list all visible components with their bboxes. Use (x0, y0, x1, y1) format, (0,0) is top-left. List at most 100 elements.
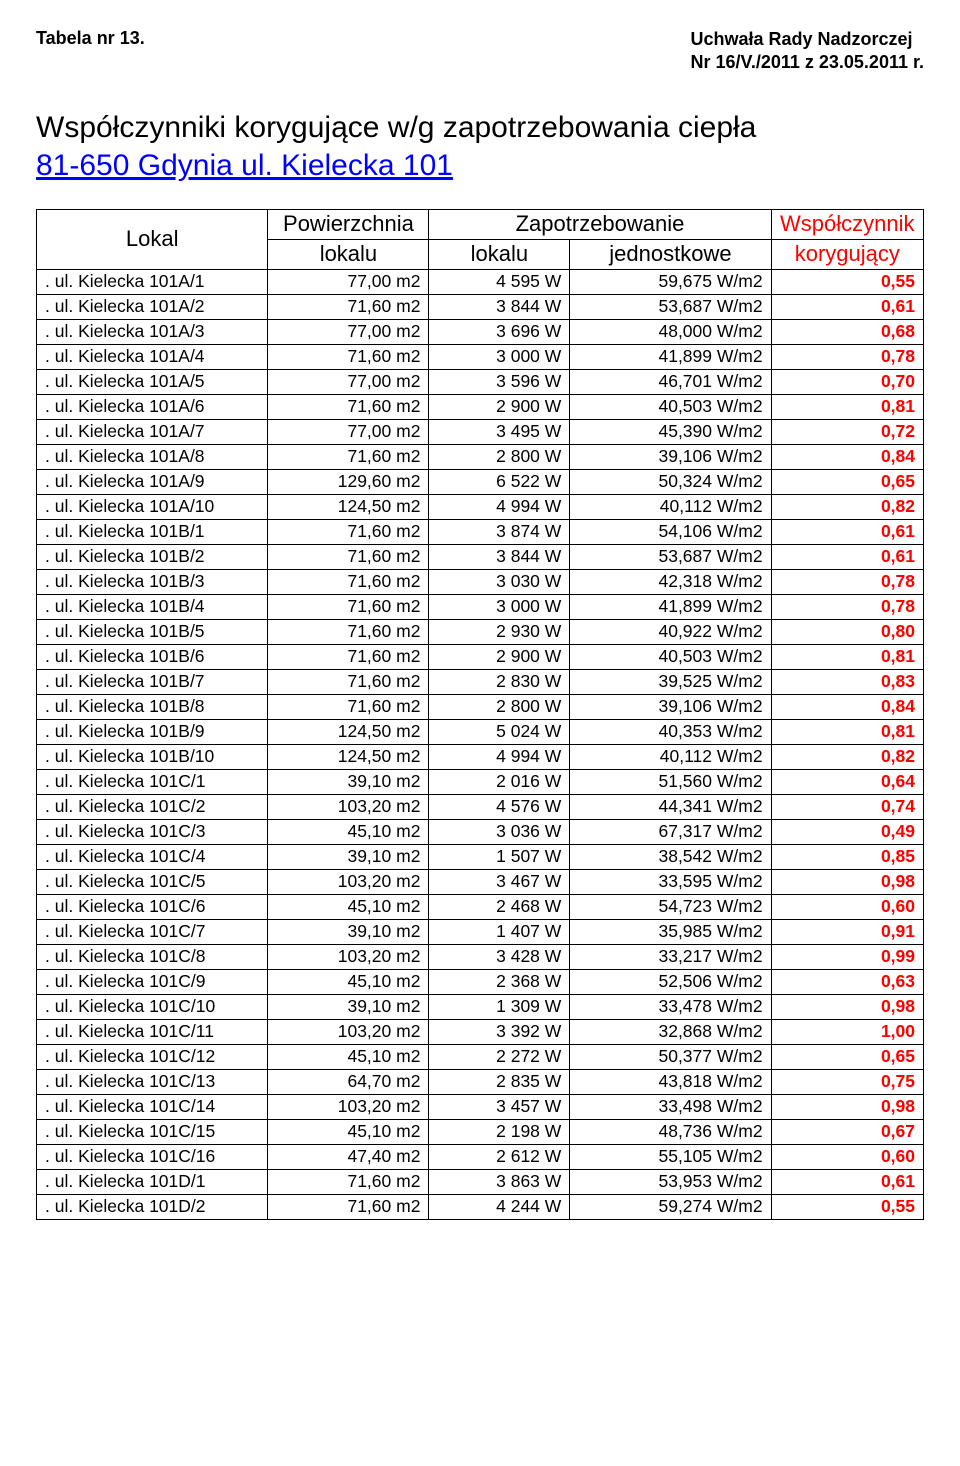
table-row: . ul. Kielecka 101A/9129,60 m26 522 W50,… (37, 469, 924, 494)
cell-demand: 3 428 W (429, 944, 570, 969)
page: Tabela nr 13. Uchwała Rady Nadzorczej Nr… (0, 0, 960, 1260)
cell-lokal: . ul. Kielecka 101D/2 (37, 1194, 268, 1219)
cell-coef: 0,78 (771, 569, 923, 594)
cell-area: 71,60 m2 (268, 544, 429, 569)
cell-demand: 2 016 W (429, 769, 570, 794)
cell-area: 129,60 m2 (268, 469, 429, 494)
cell-area: 103,20 m2 (268, 1019, 429, 1044)
cell-area: 71,60 m2 (268, 694, 429, 719)
cell-lokal: . ul. Kielecka 101D/1 (37, 1169, 268, 1194)
cell-demand: 4 994 W (429, 494, 570, 519)
cell-demand: 4 994 W (429, 744, 570, 769)
cell-lokal: . ul. Kielecka 101C/14 (37, 1094, 268, 1119)
cell-unit: 48,000 W/m2 (570, 319, 771, 344)
table-head: Lokal Powierzchnia Zapotrzebowanie Współ… (37, 209, 924, 269)
cell-unit: 40,503 W/m2 (570, 644, 771, 669)
cell-area: 77,00 m2 (268, 369, 429, 394)
cell-demand: 3 467 W (429, 869, 570, 894)
cell-demand: 4 595 W (429, 269, 570, 294)
title-main: Współczynniki korygujące w/g zapotrzebow… (36, 111, 924, 145)
cell-demand: 3 844 W (429, 544, 570, 569)
cell-coef: 0,67 (771, 1119, 923, 1144)
cell-area: 71,60 m2 (268, 569, 429, 594)
cell-lokal: . ul. Kielecka 101C/6 (37, 894, 268, 919)
table-row: . ul. Kielecka 101B/671,60 m22 900 W40,5… (37, 644, 924, 669)
cell-unit: 40,112 W/m2 (570, 744, 771, 769)
table-row: . ul. Kielecka 101C/1647,40 m22 612 W55,… (37, 1144, 924, 1169)
cell-lokal: . ul. Kielecka 101C/8 (37, 944, 268, 969)
col-demand-header-bot: lokalu (429, 239, 570, 269)
cell-demand: 3 696 W (429, 319, 570, 344)
cell-demand: 3 844 W (429, 294, 570, 319)
cell-demand: 2 468 W (429, 894, 570, 919)
cell-coef: 0,63 (771, 969, 923, 994)
cell-demand: 1 507 W (429, 844, 570, 869)
cell-demand: 1 407 W (429, 919, 570, 944)
cell-coef: 0,91 (771, 919, 923, 944)
cell-area: 71,60 m2 (268, 619, 429, 644)
table-row: . ul. Kielecka 101A/471,60 m23 000 W41,8… (37, 344, 924, 369)
cell-lokal: . ul. Kielecka 101C/7 (37, 919, 268, 944)
cell-coef: 0,61 (771, 294, 923, 319)
cell-lokal: . ul. Kielecka 101A/1 (37, 269, 268, 294)
cell-unit: 39,525 W/m2 (570, 669, 771, 694)
cell-unit: 43,818 W/m2 (570, 1069, 771, 1094)
col-coef-header-top: Współczynnik (771, 209, 923, 239)
cell-unit: 39,106 W/m2 (570, 694, 771, 719)
cell-coef: 0,55 (771, 269, 923, 294)
cell-coef: 0,64 (771, 769, 923, 794)
cell-unit: 50,377 W/m2 (570, 1044, 771, 1069)
cell-coef: 0,60 (771, 1144, 923, 1169)
cell-coef: 0,84 (771, 444, 923, 469)
cell-lokal: . ul. Kielecka 101A/7 (37, 419, 268, 444)
cell-lokal: . ul. Kielecka 101A/6 (37, 394, 268, 419)
cell-unit: 67,317 W/m2 (570, 819, 771, 844)
cell-unit: 40,503 W/m2 (570, 394, 771, 419)
col-demand-header-top: Zapotrzebowanie (429, 209, 771, 239)
resolution-line1: Uchwała Rady Nadzorczej (690, 28, 924, 51)
cell-coef: 0,72 (771, 419, 923, 444)
cell-unit: 59,675 W/m2 (570, 269, 771, 294)
cell-unit: 45,390 W/m2 (570, 419, 771, 444)
table-row: . ul. Kielecka 101C/439,10 m21 507 W38,5… (37, 844, 924, 869)
cell-coef: 0,80 (771, 619, 923, 644)
cell-demand: 3 392 W (429, 1019, 570, 1044)
cell-unit: 46,701 W/m2 (570, 369, 771, 394)
cell-lokal: . ul. Kielecka 101C/5 (37, 869, 268, 894)
cell-coef: 0,70 (771, 369, 923, 394)
cell-lokal: . ul. Kielecka 101C/12 (37, 1044, 268, 1069)
cell-area: 45,10 m2 (268, 1119, 429, 1144)
cell-lokal: . ul. Kielecka 101B/10 (37, 744, 268, 769)
cell-demand: 3 036 W (429, 819, 570, 844)
cell-demand: 2 800 W (429, 694, 570, 719)
cell-coef: 0,49 (771, 819, 923, 844)
table-row: . ul. Kielecka 101D/171,60 m23 863 W53,9… (37, 1169, 924, 1194)
cell-demand: 2 198 W (429, 1119, 570, 1144)
cell-unit: 55,105 W/m2 (570, 1144, 771, 1169)
cell-demand: 3 000 W (429, 344, 570, 369)
cell-area: 39,10 m2 (268, 844, 429, 869)
cell-coef: 0,74 (771, 794, 923, 819)
cell-demand: 3 874 W (429, 519, 570, 544)
cell-coef: 0,65 (771, 1044, 923, 1069)
table-row: . ul. Kielecka 101C/945,10 m22 368 W52,5… (37, 969, 924, 994)
cell-area: 45,10 m2 (268, 1044, 429, 1069)
cell-coef: 0,65 (771, 469, 923, 494)
cell-unit: 33,478 W/m2 (570, 994, 771, 1019)
cell-area: 39,10 m2 (268, 994, 429, 1019)
cell-lokal: . ul. Kielecka 101B/7 (37, 669, 268, 694)
cell-coef: 0,78 (771, 594, 923, 619)
table-row: . ul. Kielecka 101A/871,60 m22 800 W39,1… (37, 444, 924, 469)
table-row: . ul. Kielecka 101B/771,60 m22 830 W39,5… (37, 669, 924, 694)
cell-demand: 2 368 W (429, 969, 570, 994)
cell-lokal: . ul. Kielecka 101C/15 (37, 1119, 268, 1144)
cell-demand: 3 000 W (429, 594, 570, 619)
cell-unit: 51,560 W/m2 (570, 769, 771, 794)
cell-lokal: . ul. Kielecka 101B/8 (37, 694, 268, 719)
table-row: . ul. Kielecka 101A/177,00 m24 595 W59,6… (37, 269, 924, 294)
col-area-header-top: Powierzchnia (268, 209, 429, 239)
cell-unit: 38,542 W/m2 (570, 844, 771, 869)
title-block: Współczynniki korygujące w/g zapotrzebow… (36, 111, 924, 183)
col-coef-header-bot: korygujący (771, 239, 923, 269)
title-address-link[interactable]: 81-650 Gdynia ul. Kielecka 101 (36, 149, 453, 183)
